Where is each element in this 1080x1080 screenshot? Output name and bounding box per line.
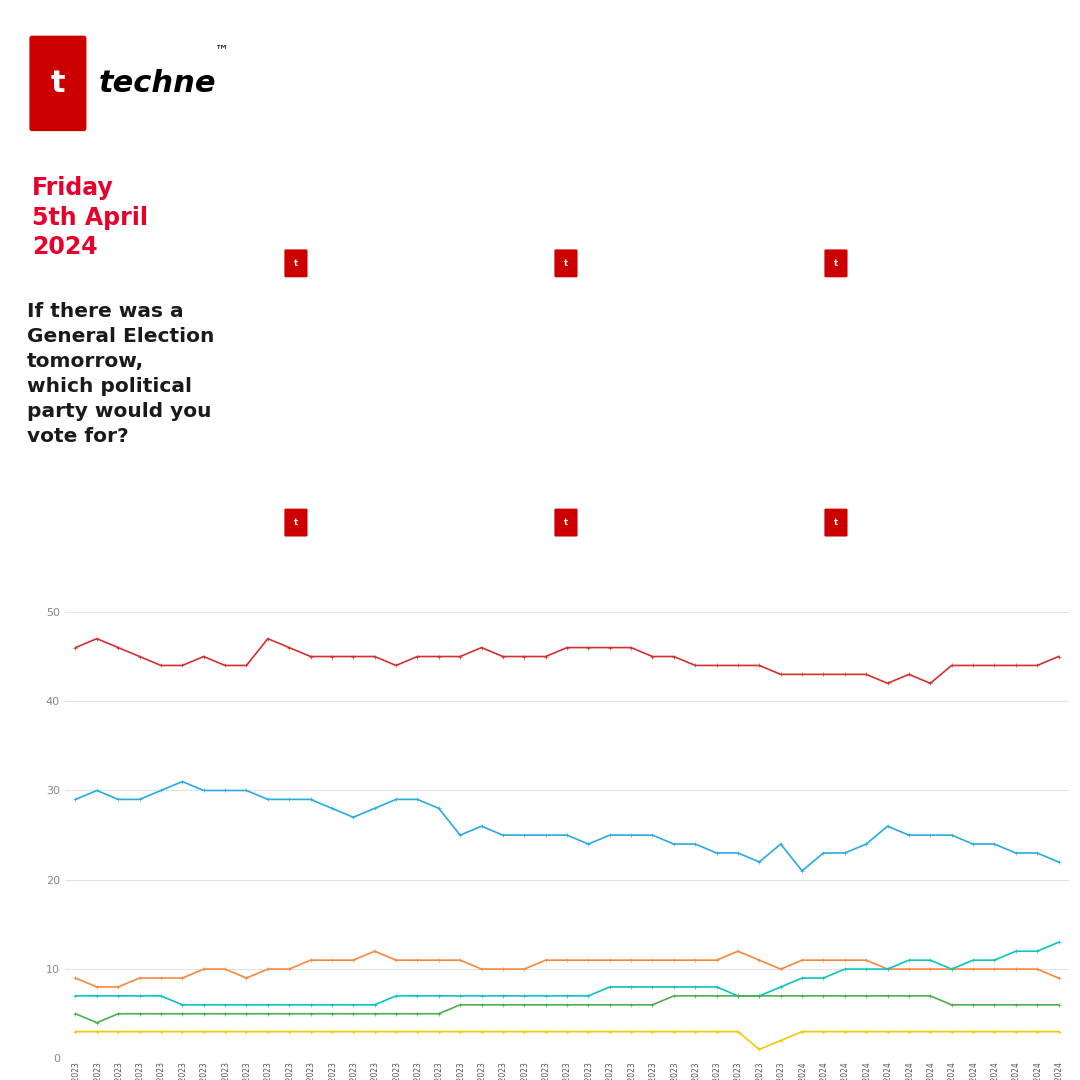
Text: Conservatives: Conservatives <box>333 69 475 87</box>
Text: techne: techne <box>314 259 349 268</box>
FancyBboxPatch shape <box>824 509 848 537</box>
Text: DOWN ONE: DOWN ONE <box>360 216 448 230</box>
FancyBboxPatch shape <box>284 249 308 278</box>
Text: Reform: Reform <box>907 328 981 347</box>
Text: t: t <box>294 259 298 268</box>
FancyBboxPatch shape <box>824 249 848 278</box>
Text: Lib Dems: Lib Dems <box>897 69 990 87</box>
FancyBboxPatch shape <box>29 36 86 131</box>
Text: t: t <box>294 518 298 527</box>
Text: techne: techne <box>584 259 619 268</box>
Text: t: t <box>834 259 838 268</box>
FancyBboxPatch shape <box>284 509 308 537</box>
Text: NO CHANGE: NO CHANGE <box>357 475 450 489</box>
Text: Greens: Greens <box>368 328 440 347</box>
Text: If there was a
General Election
tomorrow,
which political
party would you
vote f: If there was a General Election tomorrow… <box>27 302 214 446</box>
Text: ™: ™ <box>215 43 229 56</box>
Text: 3%: 3% <box>636 392 712 435</box>
Text: t: t <box>834 518 838 527</box>
Text: techne: techne <box>99 69 216 98</box>
Text: t: t <box>564 518 568 527</box>
Text: DOWN ONE: DOWN ONE <box>900 216 988 230</box>
FancyBboxPatch shape <box>554 509 578 537</box>
Text: UP ONE: UP ONE <box>915 475 973 489</box>
Text: UP ONE: UP ONE <box>645 216 703 230</box>
Text: t: t <box>564 259 568 268</box>
Text: Friday
5th April
2024: Friday 5th April 2024 <box>31 176 148 259</box>
Text: SNP: SNP <box>653 328 694 347</box>
Text: Labour: Labour <box>639 69 708 87</box>
Text: t: t <box>51 69 65 98</box>
Text: techne: techne <box>584 518 619 527</box>
Text: techne: techne <box>314 518 349 527</box>
Text: techne: techne <box>854 259 889 268</box>
Text: 9%: 9% <box>906 133 982 176</box>
Text: 5%: 5% <box>366 392 442 435</box>
Text: NO CHANGE: NO CHANGE <box>627 475 720 489</box>
Text: 13%: 13% <box>891 392 997 435</box>
Text: techne: techne <box>854 518 889 527</box>
Text: 45%: 45% <box>621 133 727 176</box>
Text: 22%: 22% <box>351 133 457 176</box>
FancyBboxPatch shape <box>554 249 578 278</box>
